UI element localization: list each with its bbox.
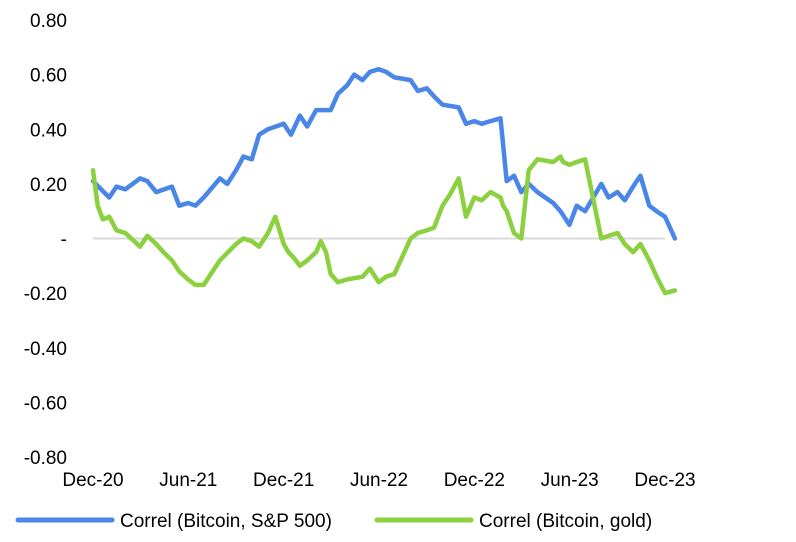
y-tick-label: 0.80 xyxy=(30,11,67,32)
y-tick-label: -0.20 xyxy=(24,284,67,305)
x-axis-tick-labels: Dec-20 Jun-21 Dec-21 Jun-22 Dec-22 Jun-23 Dec-… xyxy=(62,470,695,491)
x-tick-label: Dec-20 xyxy=(62,470,123,491)
y-tick-label: 0.20 xyxy=(30,175,67,196)
x-tick-label: Dec-21 xyxy=(253,470,314,491)
y-axis-tick-labels: 0.80 0.60 0.40 0.20 - -0.20 -0.40 -0.60 -0.80 xyxy=(24,11,67,469)
x-tick-label: Dec-22 xyxy=(444,470,505,491)
x-tick-label: Jun-23 xyxy=(541,470,599,491)
series-line-bitcoin-gold xyxy=(90,154,678,296)
y-tick-label: - xyxy=(61,230,67,251)
legend-label-bitcoin-gold: Correl (Bitcoin, gold) xyxy=(479,511,652,532)
y-tick-label: -0.80 xyxy=(24,448,67,469)
y-tick-label: 0.40 xyxy=(30,120,67,141)
x-tick-label: Jun-21 xyxy=(159,470,217,491)
x-tick-label: Jun-22 xyxy=(350,470,408,491)
y-tick-label: -0.60 xyxy=(24,393,67,414)
x-tick-label: Dec-23 xyxy=(634,470,695,491)
legend-label-bitcoin-sp500: Correl (Bitcoin, S&P 500) xyxy=(120,511,332,532)
y-tick-label: 0.60 xyxy=(30,66,67,87)
y-tick-label: -0.40 xyxy=(24,339,67,360)
legend: Correl (Bitcoin, S&P 500) Correl (Bitcoin… xyxy=(15,511,652,532)
series-lines xyxy=(90,66,678,296)
series-line-bitcoin-sp500 xyxy=(90,66,678,241)
